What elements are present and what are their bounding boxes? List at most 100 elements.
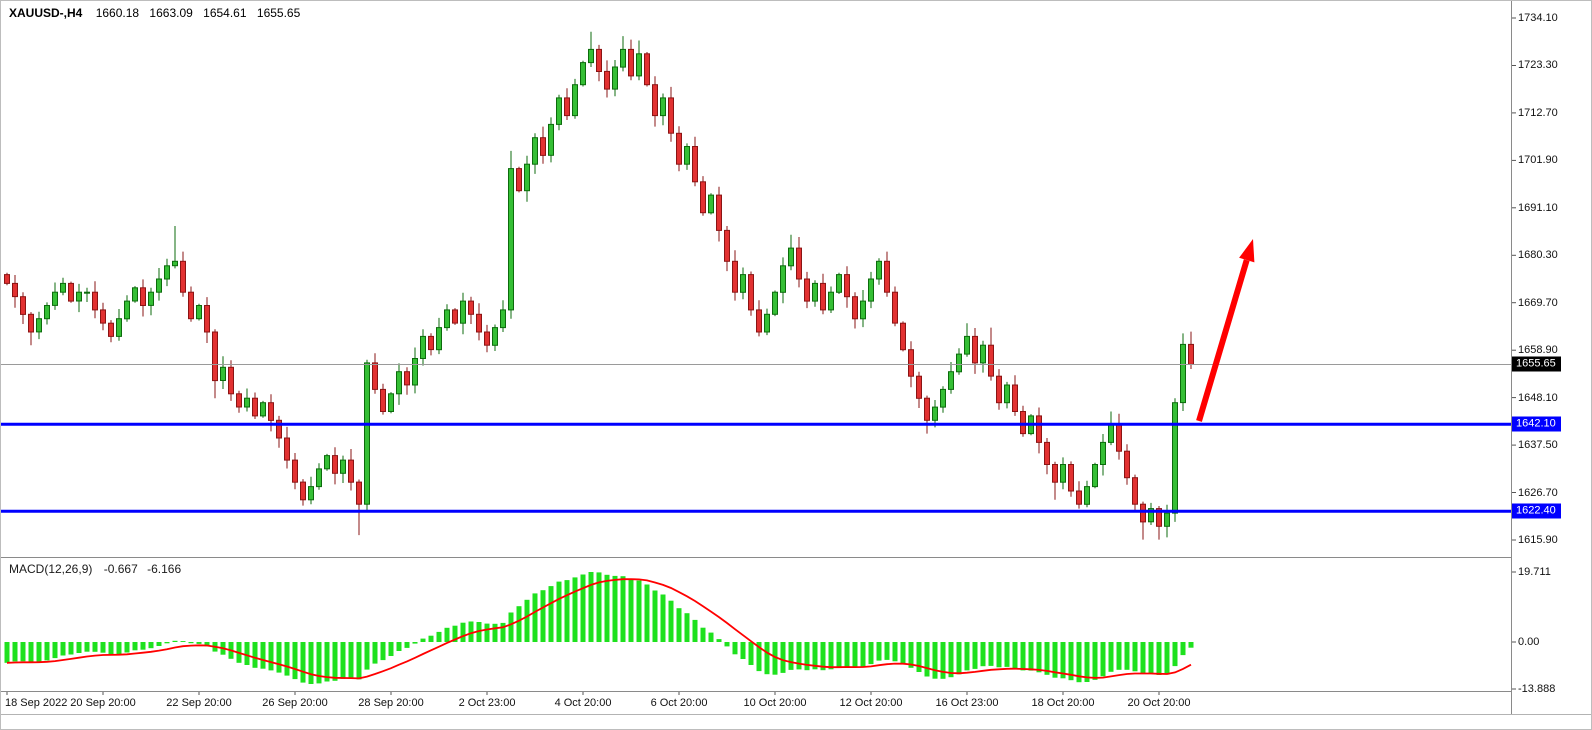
candle-body <box>396 371 402 395</box>
candle-body <box>60 282 66 293</box>
candle-body <box>788 247 794 267</box>
candle-body <box>212 331 218 382</box>
macd-histogram-bar <box>1060 642 1066 679</box>
macd-histogram-bar <box>292 642 298 680</box>
macd-histogram-bar <box>1188 642 1194 648</box>
candle-body <box>820 282 826 311</box>
macd-histogram-bar <box>844 642 850 667</box>
macd-histogram-bar <box>700 627 706 642</box>
macd-histogram-bar <box>868 642 874 665</box>
candle-body <box>124 300 130 320</box>
macd-histogram-bar <box>652 590 658 642</box>
macd-label: MACD(12,26,9) <box>9 562 93 576</box>
macd-histogram-bar <box>1084 642 1090 682</box>
buy-signal-arrow[interactable] <box>1196 239 1255 422</box>
macd-histogram-bar <box>372 642 378 664</box>
candle-body <box>724 229 730 262</box>
macd-histogram-bar <box>676 608 682 642</box>
macd-histogram-bar <box>740 642 746 659</box>
macd-histogram-bar <box>1172 642 1178 667</box>
macd-histogram-bar <box>796 642 802 670</box>
macd-histogram-bar <box>1044 642 1050 675</box>
macd-histogram-bar <box>956 642 962 675</box>
macd-histogram-bar <box>1052 642 1058 678</box>
bottom-border <box>1 714 1591 715</box>
macd-histogram-bar <box>940 642 946 679</box>
macd-histogram-bar <box>628 579 634 642</box>
macd-histogram-bar <box>964 642 970 671</box>
candle-body <box>308 486 314 501</box>
candle-body <box>316 468 322 488</box>
macd-histogram-bar <box>804 642 810 671</box>
price-axis-label: 1669.70 <box>1518 296 1558 309</box>
macd-histogram-bar <box>1156 642 1162 675</box>
macd-histogram-bar <box>780 642 786 673</box>
macd-histogram-bar <box>332 642 338 681</box>
candle-body <box>884 260 890 293</box>
macd-histogram-bar <box>692 619 698 642</box>
macd-histogram-bar <box>1140 642 1146 674</box>
candle-body <box>1124 450 1130 479</box>
candle-body <box>36 318 42 333</box>
macd-signal-value: -6.166 <box>147 562 182 576</box>
macd-histogram-bar <box>876 642 882 661</box>
time-axis-label: 18 Sep 2022 <box>5 697 68 709</box>
macd-histogram-bar <box>556 581 562 642</box>
macd-histogram-bar <box>404 642 410 648</box>
candle-body <box>1156 508 1162 527</box>
candle-body <box>164 265 170 280</box>
price-axis-label: 1615.90 <box>1518 534 1558 546</box>
macd-value: -0.667 <box>103 562 138 576</box>
candle-body <box>1100 441 1106 465</box>
time-axis-border <box>1 691 1512 692</box>
macd-histogram-bar <box>564 580 570 642</box>
macd-histogram-bar <box>836 642 842 667</box>
candle-body <box>1172 402 1178 514</box>
arrow-shaft <box>1196 259 1250 422</box>
candle-body <box>84 291 90 294</box>
macd-histogram-bar <box>124 642 130 653</box>
candle-body <box>668 97 674 134</box>
candle-body <box>340 459 346 474</box>
candle-body <box>492 327 498 346</box>
candle-body <box>604 70 610 90</box>
candle-body <box>652 84 658 117</box>
candle-body <box>956 353 962 373</box>
candle-body <box>620 48 626 68</box>
candle-body <box>580 62 586 86</box>
candle-body <box>1012 384 1018 412</box>
candle-body <box>180 260 186 293</box>
candle-body <box>148 291 154 306</box>
time-axis-label: 6 Oct 20:00 <box>650 697 708 709</box>
candle-body <box>1084 486 1090 505</box>
macd-histogram-bar <box>1116 642 1122 670</box>
macd-histogram-bar <box>164 642 170 644</box>
candle-body <box>1148 508 1154 523</box>
macd-histogram-bar <box>252 642 258 668</box>
candle-body <box>388 393 394 412</box>
candle-body <box>764 313 770 333</box>
candle-body <box>1076 490 1082 505</box>
candle-body <box>380 388 386 412</box>
macd-histogram-bar <box>732 642 738 655</box>
candle-body <box>900 322 906 351</box>
macd-histogram-bar <box>828 642 834 670</box>
macd-histogram-bar <box>204 642 210 647</box>
macd-histogram-bar <box>972 642 978 669</box>
macd-histogram-bar <box>132 642 138 651</box>
candle-body <box>588 48 594 64</box>
pane-separator[interactable] <box>1 557 1512 558</box>
candle-body <box>980 344 986 364</box>
price-axis-label: 1648.10 <box>1518 391 1558 404</box>
macd-histogram-bar <box>148 642 154 649</box>
candle-body <box>172 260 178 267</box>
macd-histogram-bar <box>500 622 506 642</box>
macd-histogram-bar <box>916 642 922 672</box>
macd-histogram-bar <box>308 642 314 684</box>
candle-body <box>780 265 786 293</box>
candle-body <box>1068 464 1074 492</box>
macd-histogram-bar <box>684 613 690 642</box>
candle-body <box>1036 415 1042 443</box>
macd-histogram-bar <box>1076 642 1082 683</box>
